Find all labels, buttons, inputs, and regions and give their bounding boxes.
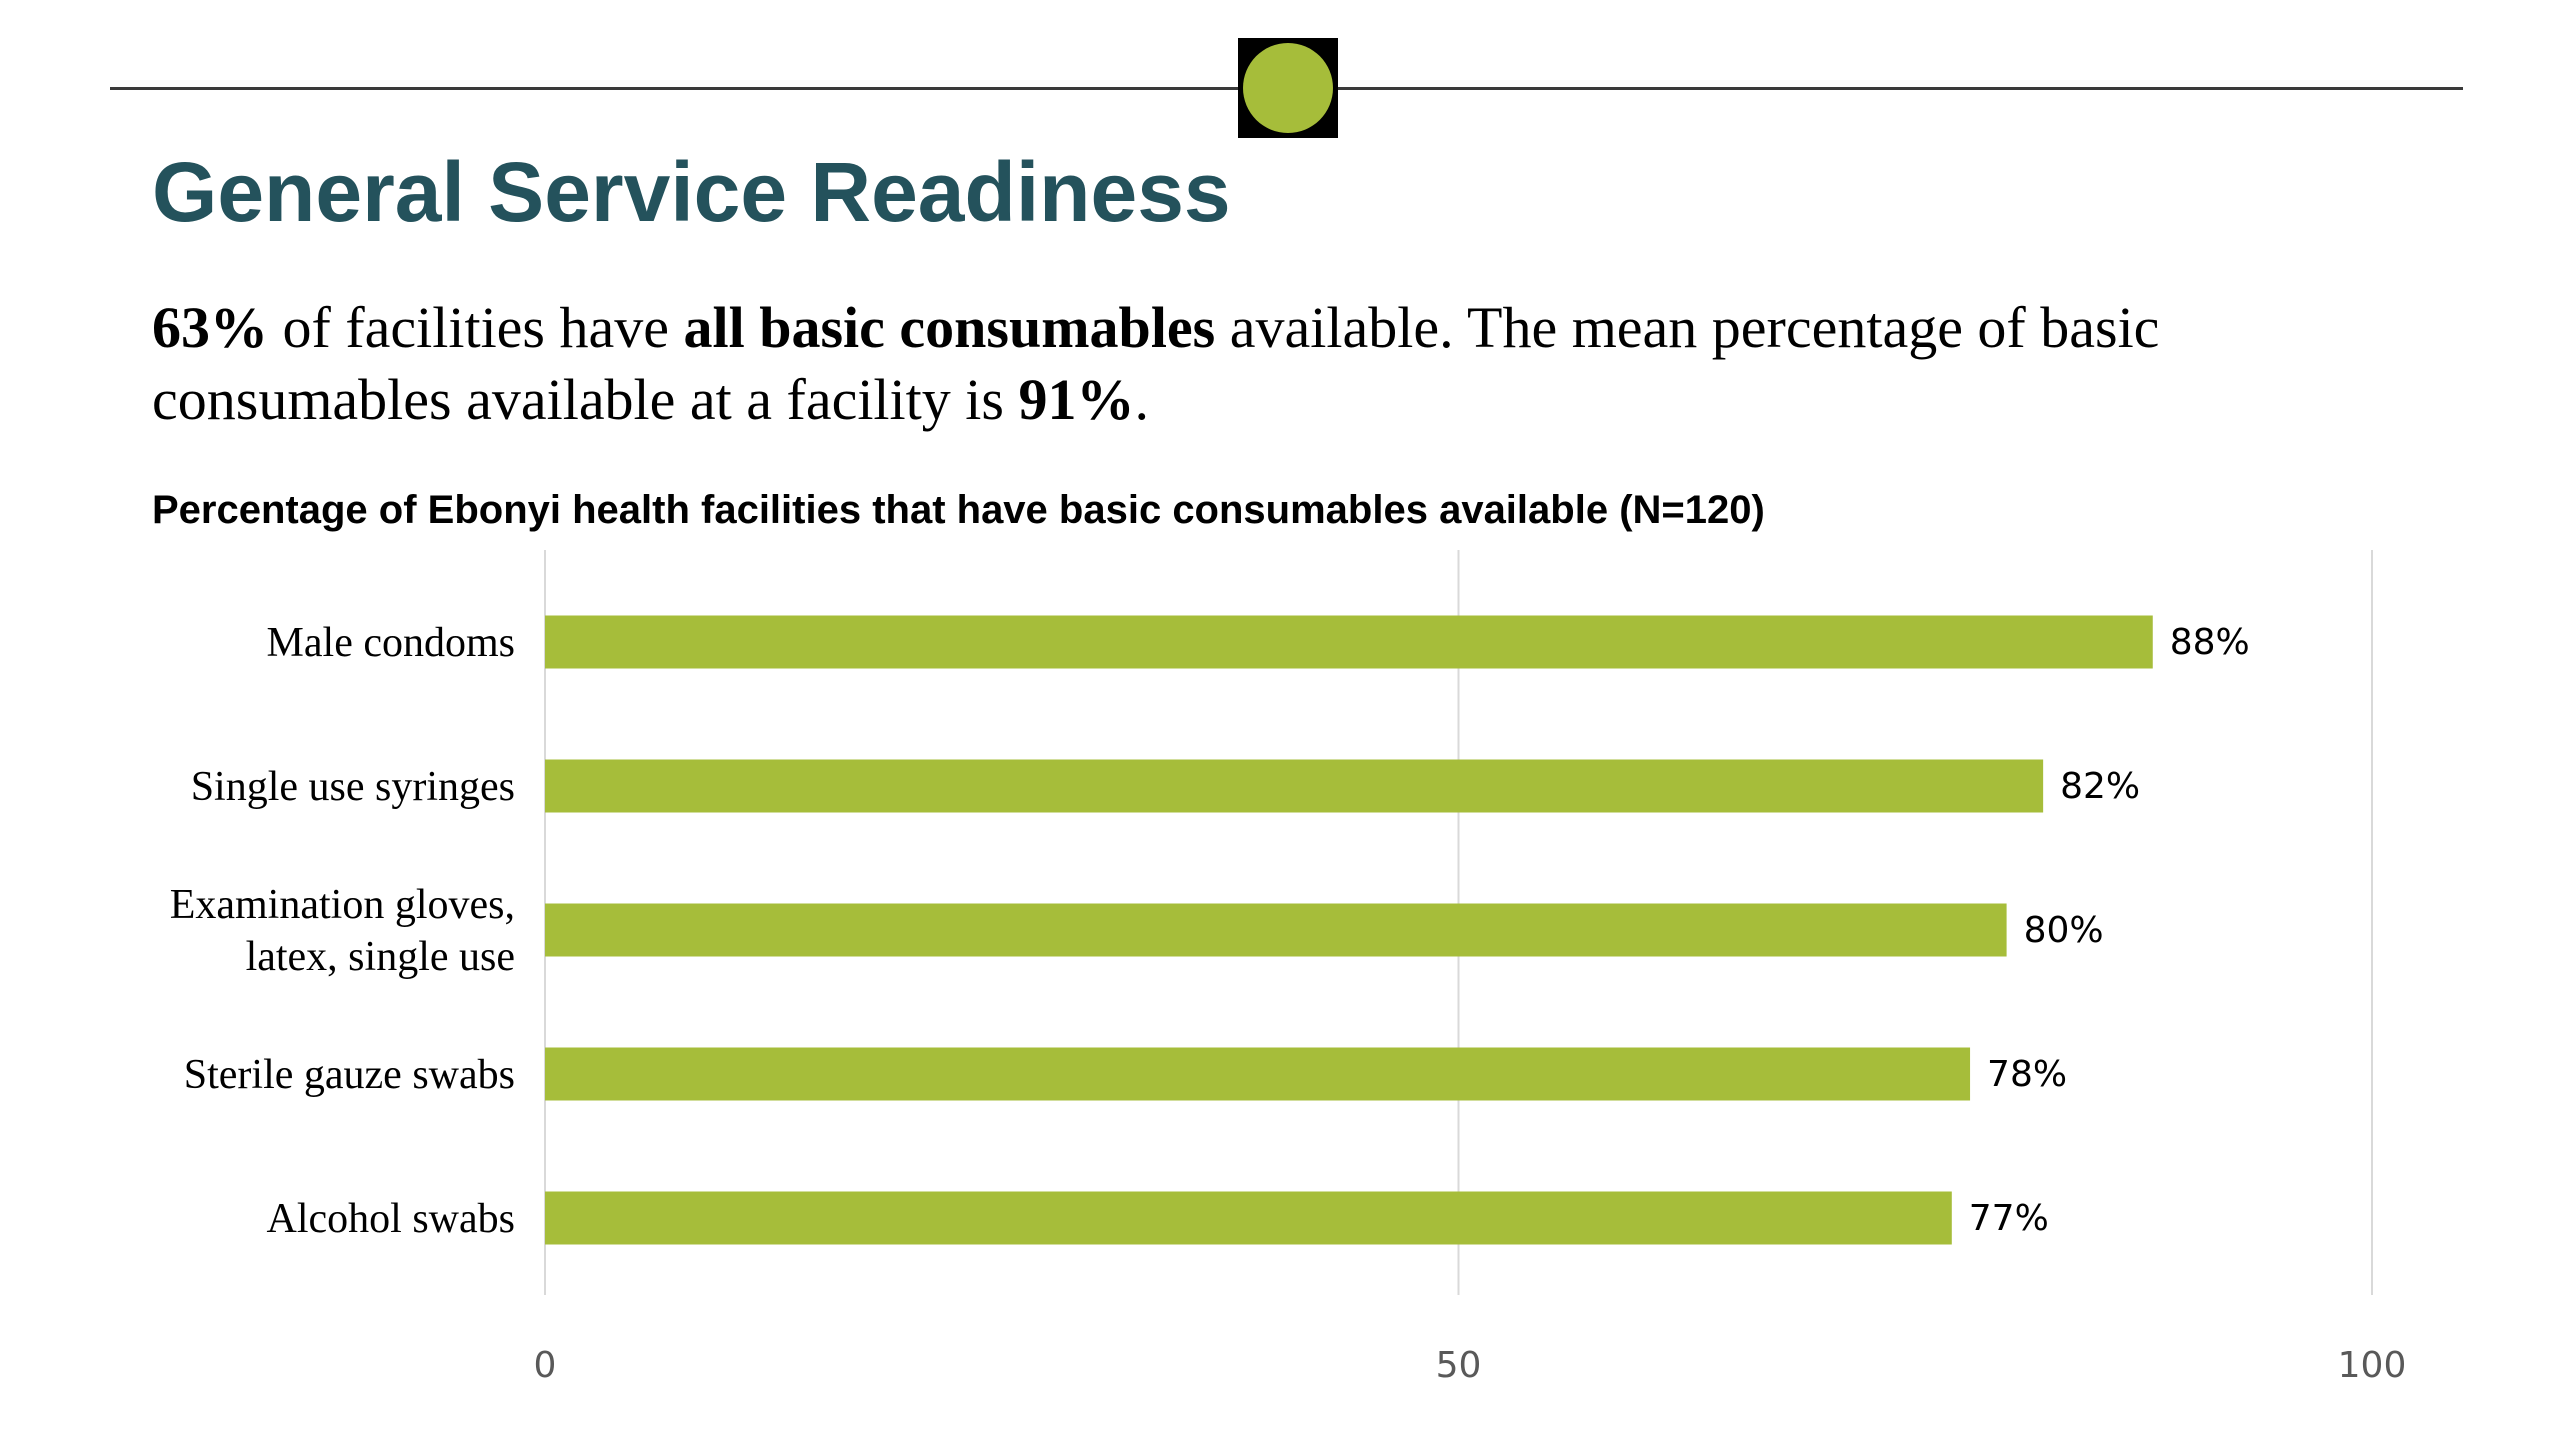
summary-text-2: available. The mean percentage of basic … [152,295,2160,432]
bar [545,1047,1971,1101]
header-emblem [1238,38,1338,138]
bar [545,759,2044,813]
category-label: Examination gloves, latex, single use [170,882,515,980]
category-label-line: Alcohol swabs [267,1196,515,1242]
category-label-line: Sterile gauze swabs [184,1052,515,1098]
bar [545,903,2007,957]
bar [545,615,2153,669]
bar-chart-svg: 0 50 100 88% Male condoms 82% Single use syrin… [170,550,2407,1386]
data-label: 82% [2060,766,2140,807]
chart-title: Percentage of Ebonyi health facilities t… [152,488,1765,532]
category-label-line: Single use syringes [191,764,515,810]
x-tick-label: 0 [534,1345,557,1386]
category-label-line: latex, single use [246,934,515,980]
category-label: Male condoms [267,620,515,666]
summary-emphasis: all basic consumables [683,295,1216,360]
data-label: 80% [2024,910,2104,951]
summary-stat-mean: 91% [1018,367,1135,432]
data-label: 78% [1987,1054,2067,1095]
category-label: Alcohol swabs [267,1196,515,1242]
summary-text-1: of facilities have [268,295,684,360]
green-circle-icon [1243,43,1333,133]
bar-chart: 0 50 100 88% Male condoms 82% Single use syrin… [0,540,2560,1440]
data-label: 77% [1969,1198,2049,1239]
category-label-line: Male condoms [267,620,515,666]
bar [545,1191,1952,1245]
x-tick-label: 50 [1436,1345,1482,1386]
summary-stat-all: 63% [152,295,268,360]
category-label-line: Examination gloves, [170,882,515,928]
x-tick-label: 100 [2338,1345,2407,1386]
summary-text: 63% of facilities have all basic consuma… [152,292,2452,436]
page-title: General Service Readiness [152,145,1231,239]
category-label: Sterile gauze swabs [184,1052,515,1098]
data-label: 88% [2170,622,2250,663]
category-label: Single use syringes [191,764,515,810]
summary-text-3: . [1134,367,1149,432]
